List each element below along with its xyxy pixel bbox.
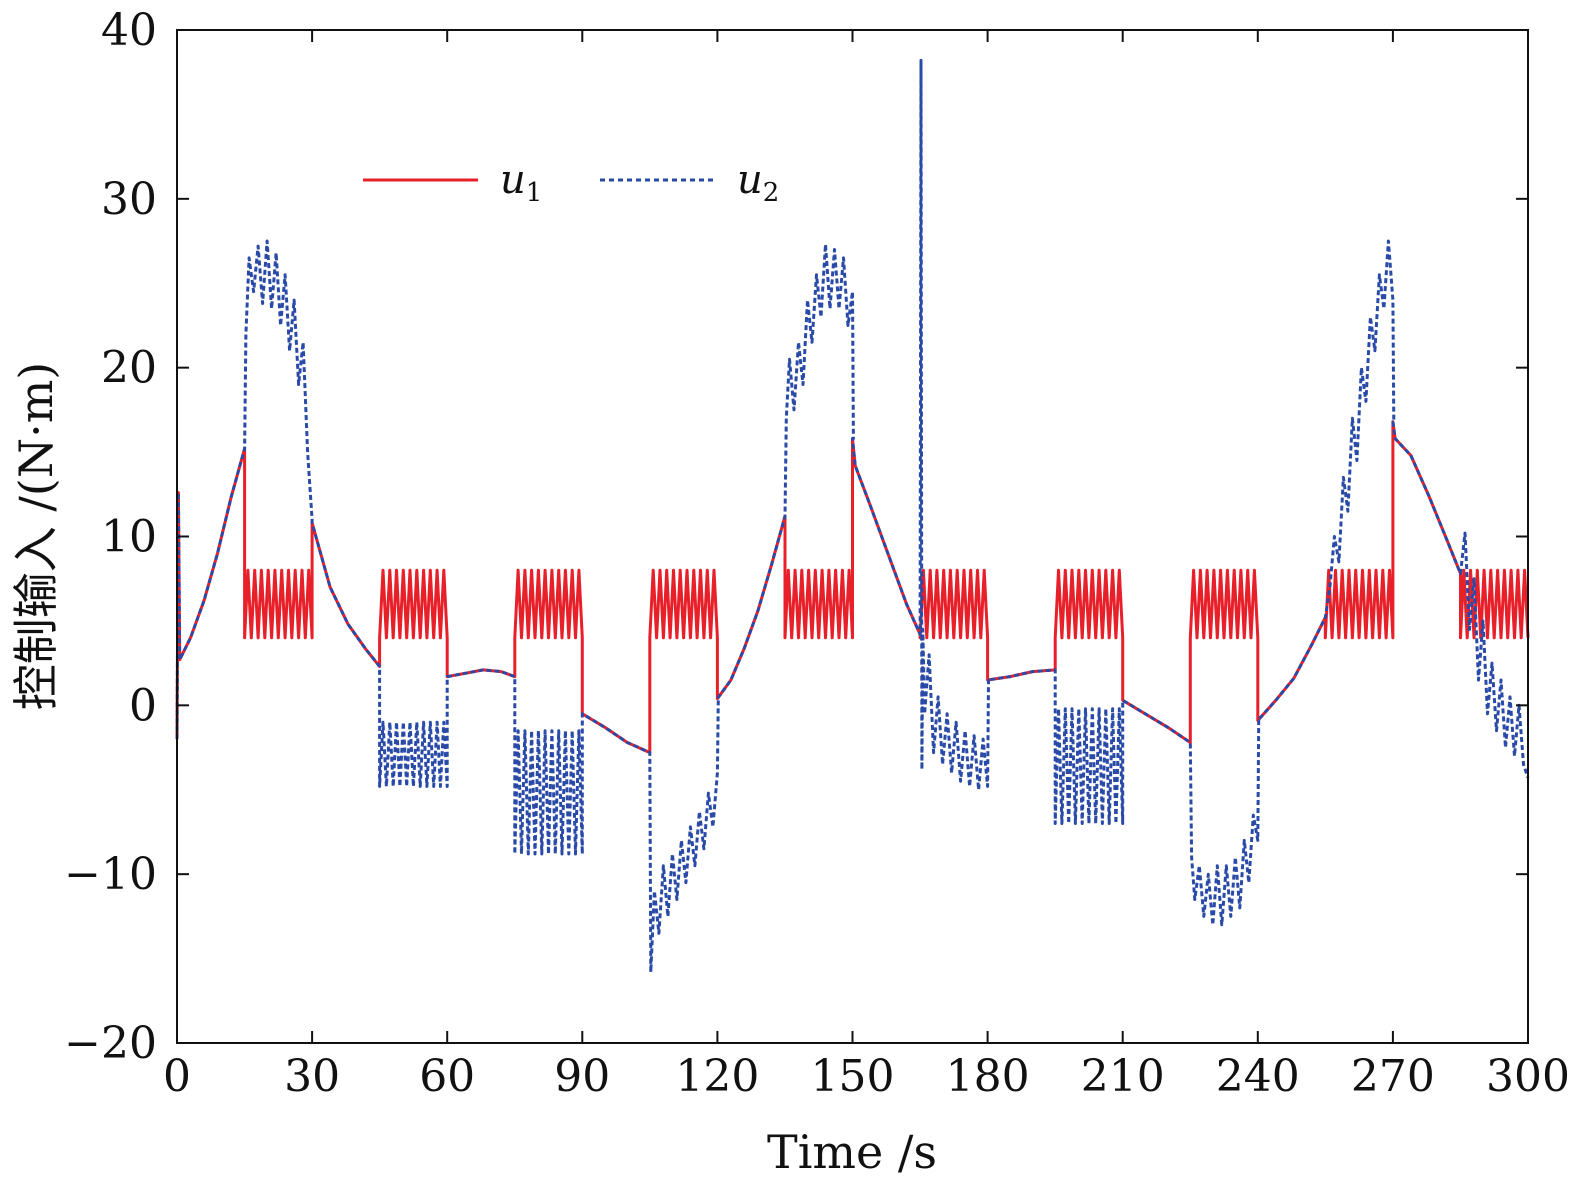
x-tick-label-10: 300	[1486, 1051, 1570, 1102]
legend-label-u2-main: u	[737, 157, 763, 203]
y-tick-label-3: 10	[101, 512, 157, 563]
x-tick-label-4: 120	[675, 1051, 759, 1102]
y-tick-label-2: 0	[129, 680, 157, 731]
x-tick-label-6: 180	[946, 1051, 1030, 1102]
x-tick-label-1: 30	[284, 1051, 340, 1102]
y-tick-label-1: −10	[64, 849, 157, 900]
y-axis-label: 控制输入 /(N·m)	[9, 362, 63, 711]
x-tick-label-3: 90	[554, 1051, 610, 1102]
y-tick-label-4: 20	[101, 343, 157, 394]
y-tick-label-6: 40	[101, 5, 157, 56]
x-tick-label-8: 240	[1216, 1051, 1300, 1102]
series-layer	[175, 58, 1530, 974]
x-tick-label-2: 60	[419, 1051, 475, 1102]
legend-label-u1-main: u	[500, 157, 526, 203]
y-tick-label-0: −20	[64, 1018, 157, 1069]
ticks-layer: 0 30 60 90 120 150 180 210 240 270 300−20−10010203…	[64, 5, 1570, 1102]
x-tick-label-9: 270	[1351, 1051, 1435, 1102]
legend-label-u1: u1	[500, 157, 542, 208]
x-tick-label-7: 210	[1081, 1051, 1165, 1102]
x-tick-label-5: 150	[811, 1051, 895, 1102]
series-u2-line	[175, 58, 1530, 974]
series-u1-line	[175, 420, 1530, 755]
legend-label-u1-sub: 1	[526, 178, 543, 208]
legend-label-u2: u2	[737, 157, 779, 208]
x-tick-label-0: 0	[163, 1051, 191, 1102]
y-tick-label-5: 30	[101, 174, 157, 225]
legend: u1 u2	[363, 157, 779, 208]
x-axis-label: Time /s	[767, 1125, 937, 1179]
legend-label-u2-sub: 2	[763, 178, 780, 208]
